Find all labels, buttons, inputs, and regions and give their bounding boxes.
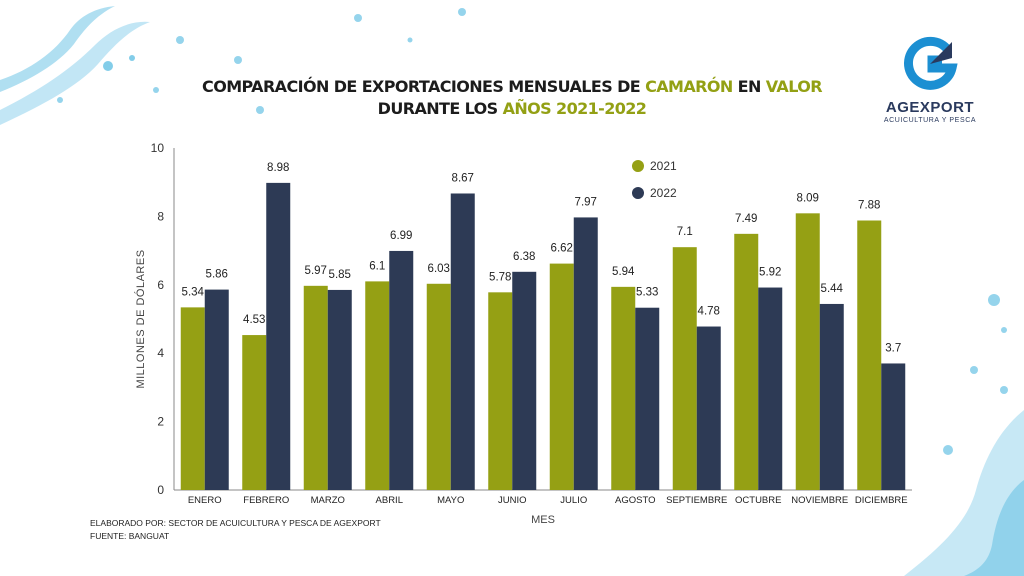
data-label: 8.09: [797, 192, 819, 204]
x-tick-label: JUNIO: [498, 495, 527, 506]
y-tick-label: 4: [157, 346, 164, 360]
x-tick-label: FEBRERO: [243, 495, 289, 506]
bar-2021-marzo: [303, 285, 328, 490]
data-label: 5.34: [182, 286, 205, 298]
data-label: 6.62: [551, 243, 573, 255]
data-label: 5.85: [329, 269, 351, 281]
data-label: 5.78: [489, 271, 511, 283]
data-label: 5.92: [759, 267, 781, 279]
x-tick-label: NOVIEMBRE: [791, 495, 848, 506]
data-label: 7.1: [677, 226, 693, 238]
agexport-logo: AGEXPORT ACUICULTURA Y PESCA: [880, 36, 980, 124]
data-label: 5.86: [206, 269, 228, 281]
x-tick-label: MAYO: [437, 495, 464, 506]
bar-2021-diciembre: [857, 220, 882, 490]
bar-2021-enero: [180, 307, 205, 490]
bar-2021-mayo: [426, 283, 451, 490]
bar-2021-abril: [365, 281, 390, 490]
data-label: 6.1: [369, 260, 385, 272]
x-tick-label: ENERO: [188, 495, 222, 506]
bar-2022-octubre: [758, 287, 783, 490]
data-label: 6.03: [428, 263, 450, 275]
y-tick-label: 8: [157, 209, 164, 223]
x-tick-label: JULIO: [560, 495, 587, 506]
data-label: 5.33: [636, 287, 658, 299]
legend-label: 2022: [650, 186, 677, 200]
bar-2022-septiembre: [696, 326, 721, 490]
data-label: 6.38: [513, 251, 535, 263]
agexport-g-icon: [904, 36, 958, 90]
bar-2021-junio: [488, 292, 513, 490]
x-tick-label: OCTUBRE: [735, 495, 781, 506]
data-label: 7.97: [575, 196, 597, 208]
data-label: 5.44: [821, 283, 844, 295]
x-axis-label: MES: [531, 514, 555, 526]
footer-source: FUENTE: BANGUAT: [90, 531, 170, 541]
y-tick-label: 2: [157, 415, 164, 429]
data-label: 7.88: [858, 200, 880, 212]
footer-credit: ELABORADO POR: SECTOR DE ACUICULTURA Y P…: [90, 518, 381, 528]
data-label: 8.67: [452, 172, 474, 184]
data-label: 3.7: [885, 342, 901, 354]
y-axis-label: MILLONES DE DÓLARES: [134, 249, 147, 388]
bar-2021-octubre: [734, 233, 759, 491]
data-label: 4.78: [698, 306, 720, 318]
title-line-1: COMPARACIÓN DE EXPORTACIONES MENSUALES D…: [202, 77, 823, 96]
y-tick-label: 0: [157, 483, 164, 497]
bar-2022-julio: [573, 217, 598, 490]
title-line-2: DURANTE LOS AÑOS 2021-2022: [377, 99, 647, 118]
x-tick-label: SEPTIEMBRE: [666, 495, 727, 506]
bar-2021-noviembre: [795, 213, 820, 490]
x-tick-label: ABRIL: [376, 495, 403, 506]
data-label: 6.99: [390, 230, 412, 242]
data-label: 7.49: [735, 213, 757, 225]
bar-2022-noviembre: [819, 303, 844, 490]
bar-2022-diciembre: [881, 363, 906, 490]
bar-2021-agosto: [611, 286, 636, 490]
bar-2022-abril: [389, 250, 414, 490]
y-tick-label: 10: [151, 141, 165, 155]
bar-2022-junio: [512, 271, 537, 490]
legend-marker: [632, 160, 644, 172]
data-label: 5.97: [305, 265, 327, 277]
legend-marker: [632, 187, 644, 199]
x-tick-label: DICIEMBRE: [855, 495, 908, 506]
bar-2021-septiembre: [672, 247, 697, 490]
bar-2022-enero: [204, 289, 229, 490]
bar-2022-marzo: [327, 289, 352, 490]
bar-2022-febrero: [266, 182, 291, 490]
bar-2022-agosto: [635, 307, 660, 490]
y-tick-label: 6: [157, 278, 164, 292]
data-label: 5.94: [612, 266, 635, 278]
data-label: 4.53: [243, 314, 265, 326]
chart-title: COMPARACIÓN DE EXPORTACIONES MENSUALES D…: [200, 76, 824, 120]
bar-2021-julio: [549, 263, 574, 490]
x-tick-label: AGOSTO: [615, 495, 655, 506]
data-label: 8.98: [267, 162, 289, 174]
logo-subtitle: ACUICULTURA Y PESCA: [883, 117, 977, 124]
x-tick-label: MARZO: [311, 495, 345, 506]
logo-name: AGEXPORT: [885, 99, 975, 116]
bar-2021-febrero: [242, 335, 267, 490]
bar-2022-mayo: [450, 193, 475, 490]
legend-label: 2021: [650, 159, 677, 173]
